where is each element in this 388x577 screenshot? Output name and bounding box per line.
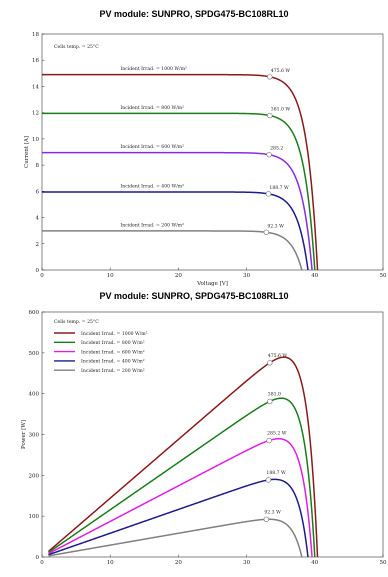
pv-series-line <box>47 356 319 558</box>
pv-series-line <box>48 518 303 558</box>
pv-peak-label: 381.0 <box>268 391 281 397</box>
iv-mpp-label: 92.3 W <box>267 223 284 229</box>
iv-x-axis-label: Voltage [V] <box>196 281 228 287</box>
pv-x-tick-label: 0 <box>40 560 44 566</box>
iv-chart-title: PV module: SUNPRO, SPDG475-BC108RL10 <box>99 9 289 19</box>
iv-y-tick-label: 14 <box>32 84 39 90</box>
pv-x-tick-label: 50 <box>380 560 387 566</box>
pv-y-tick-label: 400 <box>29 392 40 398</box>
iv-mpp-marker <box>266 151 272 158</box>
pv-y-tick-label: 0 <box>36 555 40 561</box>
iv-x-tick-label: 20 <box>175 273 182 279</box>
pv-peak-marker <box>266 437 272 444</box>
iv-x-tick-label: 50 <box>380 273 387 279</box>
iv-mpp-label: 381.0 W <box>271 107 291 113</box>
pv-y-tick-label: 100 <box>29 514 40 520</box>
iv-series-label: Incident Irrad. = 800 W/m² <box>120 105 184 111</box>
pv-plot-frame <box>41 311 384 558</box>
iv-y-tick-label: 18 <box>32 32 39 38</box>
pv-y-tick-label: 600 <box>29 310 40 316</box>
pv-legend-label: Incident Irrad. = 1000 W/m² <box>81 331 148 337</box>
pv-peak-marker <box>263 516 270 523</box>
pv-x-tick-label: 30 <box>243 560 250 566</box>
pv-y-tick-label: 200 <box>29 473 40 479</box>
iv-series-label: Incident Irrad. = 200 W/m² <box>120 222 184 228</box>
iv-y-tick-label: 4 <box>36 216 40 222</box>
pv-y-tick-label: 500 <box>29 351 40 357</box>
pv-legend-label: Incident Irrad. = 400 W/m² <box>81 359 145 365</box>
pv-peak-label: 285.2 W <box>267 431 287 437</box>
pv-peak-marker <box>265 477 272 483</box>
pv-peak-label: 475.6 W <box>268 353 288 359</box>
iv-series-line <box>42 230 303 271</box>
pv-series-line <box>48 478 309 558</box>
iv-x-tick-label: 30 <box>243 273 250 279</box>
iv-y-axis-label: Current [A] <box>24 136 30 168</box>
iv-y-tick-label: 6 <box>36 189 40 195</box>
pv-cell-temp-label: Cells temp. = 25°C <box>54 319 99 325</box>
pv-peak-marker <box>267 360 273 366</box>
iv-mpp-marker <box>267 74 273 80</box>
pv-x-tick-label: 40 <box>311 560 318 566</box>
iv-mpp-label: 188.7 W <box>269 185 289 191</box>
pv-x-tick-label: 10 <box>107 560 114 566</box>
iv-mpp-label: 475.6 W <box>271 68 291 74</box>
iv-x-tick-label: 0 <box>40 273 44 279</box>
pv-series-line <box>48 438 313 558</box>
iv-mpp-marker <box>265 191 272 197</box>
iv-mpp-marker <box>267 112 273 119</box>
pv-y-tick-label: 300 <box>29 433 40 439</box>
pv-chart-title: PV module: SUNPRO, SPDG475-BC108RL10 <box>99 291 289 301</box>
pv-y-axis-label: Power [W] <box>21 420 27 449</box>
pv-legend-label: Incident Irrad. = 600 W/m² <box>81 349 145 355</box>
iv-x-tick-label: 40 <box>311 273 318 279</box>
pv-x-tick-label: 20 <box>175 560 182 566</box>
iv-y-tick-label: 10 <box>32 137 39 143</box>
iv-y-tick-label: 8 <box>36 163 40 169</box>
iv-series-label: Incident Irrad. = 1000 W/m² <box>120 66 187 72</box>
iv-y-tick-label: 0 <box>36 268 40 274</box>
iv-y-tick-label: 2 <box>36 242 40 248</box>
pv-peak-label: 92.3 W <box>264 509 281 515</box>
pv-legend-label: Incident Irrad. = 200 W/m² <box>81 368 145 374</box>
iv-x-tick-label: 10 <box>107 273 114 279</box>
iv-series-label: Incident Irrad. = 400 W/m² <box>120 183 184 189</box>
iv-series-label: Incident Irrad. = 600 W/m² <box>120 144 184 150</box>
iv-curve-chart: 0 10 20 30 40 50 0 2 4 6 8 10 12 14 16 18 Voltage [V] Cur… <box>24 32 387 287</box>
iv-y-tick-label: 16 <box>32 58 39 64</box>
iv-mpp-label: 285.2 <box>270 146 283 152</box>
iv-y-tick-label: 12 <box>32 111 39 117</box>
pv-legend-label: Incident Irrad. = 800 W/m² <box>81 340 145 346</box>
iv-series-line <box>42 191 309 271</box>
iv-cell-temp-label: Cells temp. = 25°C <box>54 44 99 50</box>
iv-mpp-marker <box>263 229 270 235</box>
pv-peak-label: 188.7 W <box>266 470 286 476</box>
pv-peak-marker <box>267 398 273 405</box>
